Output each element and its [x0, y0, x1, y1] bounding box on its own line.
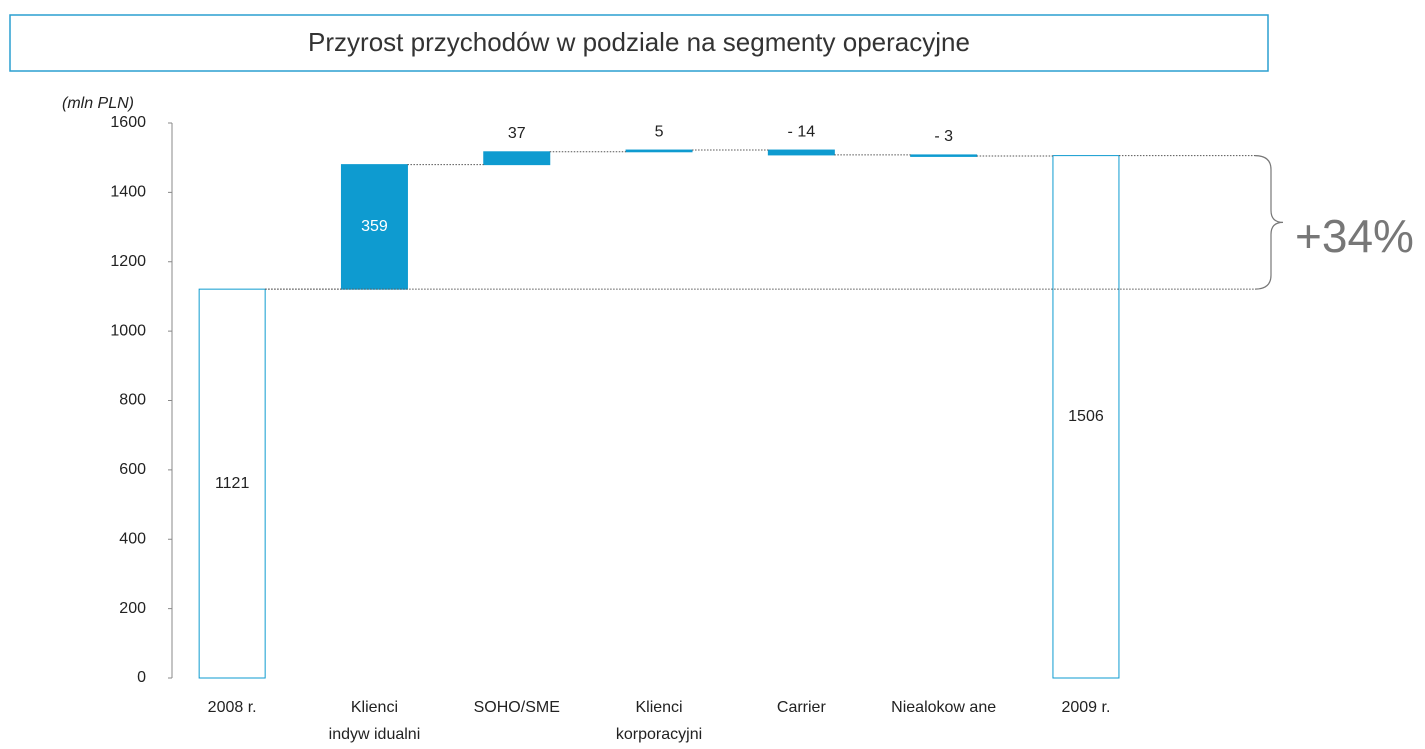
y-tick-label: 200	[119, 600, 146, 617]
x-tick-label: Klienci	[635, 699, 682, 716]
x-tick-label: indyw idualni	[329, 726, 421, 743]
annotation: +34%	[1295, 210, 1414, 262]
value-label: 37	[508, 125, 526, 142]
y-tick-label: 800	[119, 392, 146, 409]
brace	[1254, 155, 1284, 290]
value-label: 359	[361, 218, 388, 235]
bar	[483, 151, 551, 166]
bar	[910, 154, 978, 157]
bar	[198, 288, 266, 679]
bar	[625, 149, 693, 153]
value-label: 5	[655, 123, 664, 140]
x-tick-label: Niealokow ane	[891, 699, 996, 716]
title-box	[9, 14, 1269, 72]
bar	[1052, 155, 1120, 679]
value-label: 1506	[1068, 408, 1104, 425]
value-label: - 3	[934, 128, 953, 145]
value-label: - 14	[788, 123, 816, 140]
y-tick-label: 1200	[110, 253, 146, 270]
x-tick-label: korporacyjni	[616, 726, 702, 743]
y-tick-label: 1400	[110, 184, 146, 201]
x-tick-label: 2009 r.	[1061, 699, 1110, 716]
x-tick-label: 2008 r.	[208, 699, 257, 716]
x-tick-label: Carrier	[777, 699, 827, 716]
y-tick-label: 0	[137, 669, 146, 686]
y-tick-label: 1000	[110, 322, 146, 339]
bar	[767, 149, 835, 156]
y-axis-unit: (mln PLN)	[62, 95, 134, 112]
x-tick-label: Klienci	[351, 699, 398, 716]
chart-title: Przyrost przychodów w podziale na segmen…	[308, 27, 970, 57]
y-tick-label: 600	[119, 461, 146, 478]
y-tick-label: 1600	[110, 114, 146, 131]
x-tick-label: SOHO/SME	[474, 699, 560, 716]
y-tick-label: 400	[119, 530, 146, 547]
value-label: 1121	[215, 475, 250, 492]
